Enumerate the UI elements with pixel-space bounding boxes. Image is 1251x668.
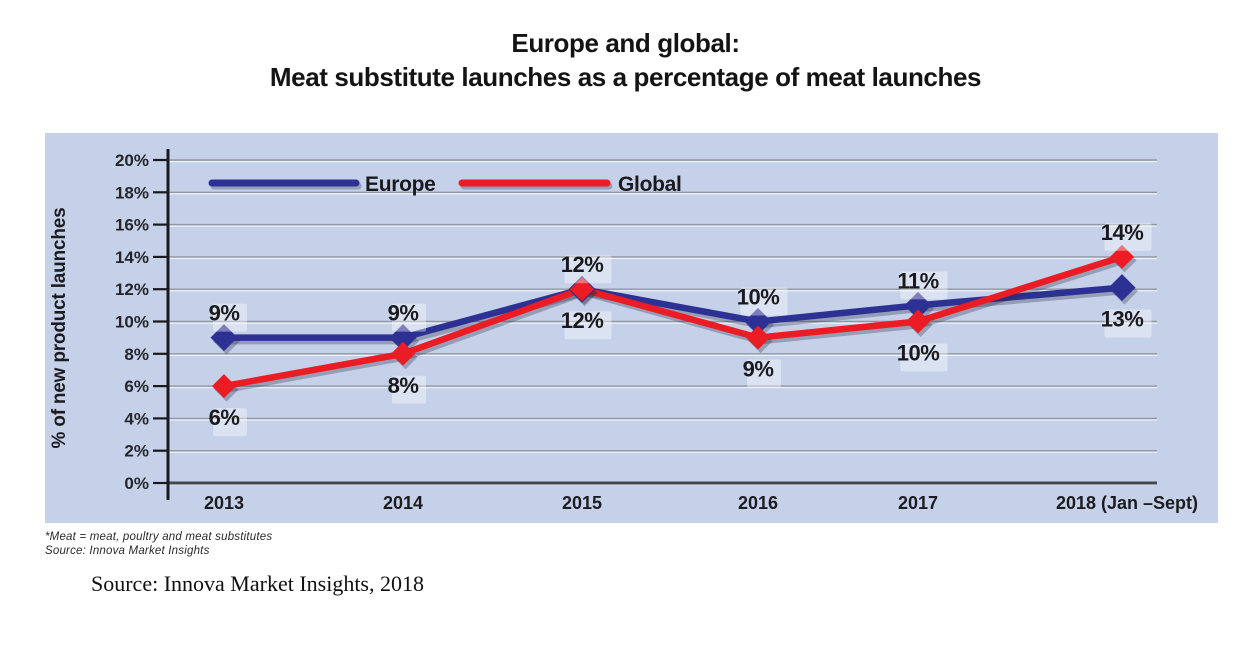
footnote-source: Source: Innova Market Insights [45,545,210,557]
data-label-backdrop [1104,222,1152,251]
x-tick-label: 2017 [898,493,938,513]
europe-marker-2014 [389,324,417,352]
y-tick-label: 4% [124,409,149,428]
global-data-label-2017: 10% [897,341,940,366]
y-tick-label: 12% [115,280,149,299]
data-label-backdrop [564,255,612,284]
chart-title-line1: Europe and global: [511,28,740,58]
data-label-backdrop [392,303,426,332]
plot-background [45,133,1218,523]
data-label-backdrop [747,359,781,388]
x-tick-label: 2018 (Jan –Sept) [1056,493,1198,513]
y-tick-label: 2% [124,442,149,461]
europe-data-label-2013: 9% [209,301,240,326]
y-tick-label: 0% [124,474,149,493]
data-label-backdrop [564,311,612,340]
x-tick-label: 2016 [738,493,778,513]
data-label-backdrop [900,271,948,300]
legend-label-europe: Europe [365,173,436,196]
data-label-backdrop [213,303,247,332]
global-marker-2017 [906,309,930,334]
y-tick-label: 18% [115,183,149,202]
global-marker-2014 [391,341,415,366]
y-tick-label: 14% [115,248,149,267]
data-label-backdrop [392,375,426,404]
line-chart: 0% 2% 4% 6% 8% 10% 12% 14% 16% 18% 20% 2013 2014 2015… [45,133,1218,523]
europe-marker-2016 [744,308,772,335]
chart-title: Europe and global: Meat substitute launc… [0,26,1251,94]
y-tick-label: 6% [124,377,149,396]
x-tick-label: 2014 [383,493,423,513]
europe-data-label-2017: 11% [897,268,938,293]
global-marker-2015 [570,277,594,302]
source-citation: Source: Innova Market Insights, 2018 [91,571,424,596]
data-label-backdrop [1104,309,1152,338]
y-tick-label: 10% [115,313,149,332]
x-tick-label: 2013 [204,493,244,513]
global-data-label-2013: 6% [209,405,240,430]
chart-title-line2: Meat substitute launches as a percentage… [269,62,982,92]
europe-marker-2013 [210,324,238,352]
europe-data-label-2015: 12% [561,252,604,277]
global-data-label-2015: 12% [561,308,604,333]
europe-marker-2018 [1108,274,1136,302]
data-label-backdrop [900,343,948,372]
europe-data-label-2018: 13% [1101,307,1144,332]
x-tick-label: 2015 [562,493,602,513]
y-axis-title: % of new product launches [49,208,70,449]
global-data-label-2016: 9% [743,357,774,382]
europe-data-label-2014: 9% [388,301,419,326]
data-label-backdrop [740,287,788,316]
legend-label-global: Global [618,173,682,196]
global-marker-2013 [212,374,236,399]
y-tick-label: 8% [124,345,149,364]
global-marker-2016 [746,325,770,350]
europe-data-label-2016: 10% [737,285,780,310]
global-marker-2018 [1110,244,1134,269]
y-tick-label: 20% [115,151,149,170]
data-label-backdrop [213,408,247,437]
global-line [220,253,1126,390]
chart-panel: 0% 2% 4% 6% 8% 10% 12% 14% 16% 18% 20% 2013 2014 2015… [45,133,1218,523]
europe-line [220,284,1126,341]
global-data-label-2018: 14% [1101,220,1144,245]
chart-footnotes: *Meat = meat, poultry and meat substitut… [45,530,272,558]
europe-marker-2017 [904,291,932,319]
y-tick-label: 16% [115,216,149,235]
global-data-label-2014: 8% [388,373,419,398]
footnote-meat-definition: *Meat = meat, poultry and meat substitut… [45,531,273,543]
